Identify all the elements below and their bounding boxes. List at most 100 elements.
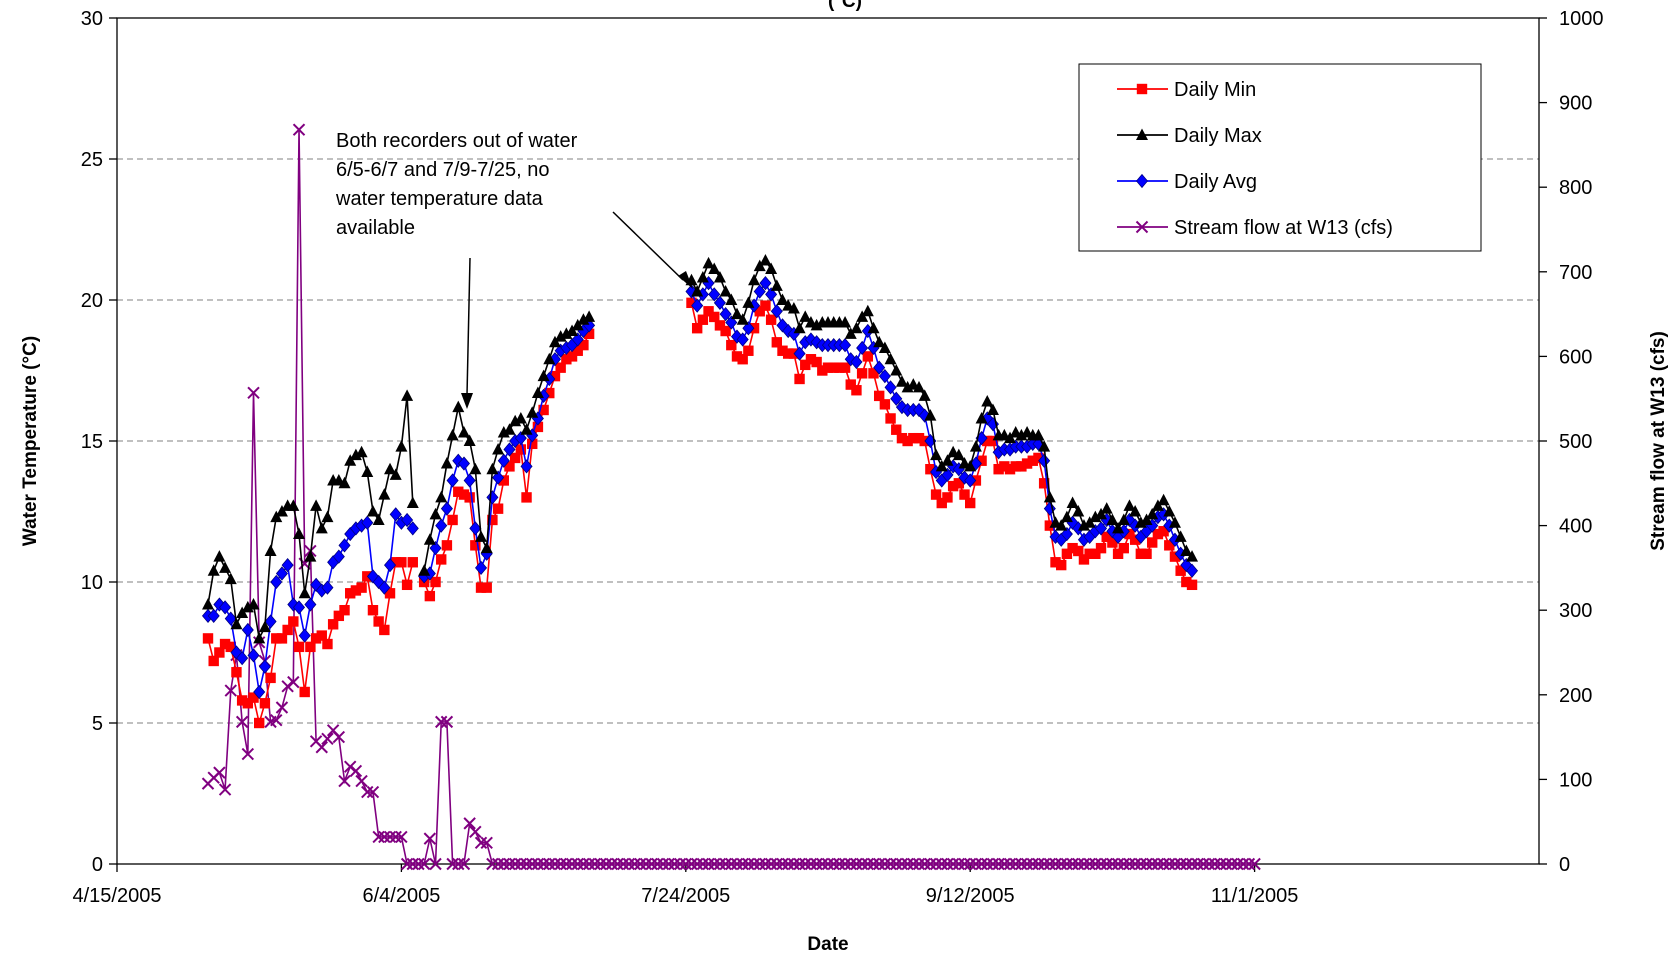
data-point [446,473,459,488]
data-point [1248,857,1261,871]
data-point [873,390,885,402]
data-point [703,306,714,317]
data-point [645,857,658,871]
data-point [1084,548,1095,559]
data-point [1157,857,1170,871]
y2-tick-label: 1000 [1559,8,1604,30]
data-point [737,354,748,365]
data-point [407,557,418,568]
data-point [440,457,453,469]
data-point [1089,857,1102,871]
data-point [247,648,260,663]
data-point [1060,857,1074,871]
data-point [521,492,532,503]
data-point [1129,505,1142,517]
data-point [986,857,1000,871]
data-point [656,857,670,871]
data-point [264,614,277,629]
data-point [446,428,459,441]
series-layer [201,123,1261,871]
data-point [765,314,777,325]
data-point [355,774,368,788]
data-point [890,857,903,871]
data-point [924,409,937,421]
data-point [406,496,419,509]
data-point [208,655,219,667]
y2-tick-label: 800 [1559,177,1592,199]
data-point [293,527,306,540]
data-point [578,339,589,351]
data-point [475,530,488,542]
data-point [856,368,868,379]
annotation-line-3: water temperature data [335,188,544,210]
data-point [1107,537,1118,548]
data-point [1106,857,1119,871]
data-point [1043,490,1056,503]
data-point [1151,857,1165,871]
data-point [1094,857,1108,871]
data-point [555,362,566,373]
data-point [930,489,942,500]
data-point [298,628,311,643]
data-point [759,254,772,266]
data-point [497,857,510,871]
data-point [1123,857,1136,871]
data-point [457,456,470,471]
data-point [474,836,488,850]
data-point [810,857,823,871]
data-point [850,354,863,370]
data-point [941,467,954,482]
data-point [571,332,584,347]
data-point [1095,542,1107,554]
data-point [514,431,527,446]
data-point [1163,857,1176,871]
data-point [373,616,384,627]
data-point [219,638,231,650]
data-point [1004,464,1016,475]
data-point [855,857,869,871]
data-point [850,857,863,871]
annotation-arrowhead-diagonal [678,271,693,289]
data-point [1078,554,1090,565]
data-point [486,490,499,505]
data-point [543,857,556,871]
data-point [747,857,761,871]
data-point [508,857,522,871]
data-point [811,356,822,368]
data-point [719,857,732,871]
data-point [1015,857,1028,871]
data-point [691,323,703,334]
data-point [714,320,726,331]
data-point [958,857,971,871]
data-point [288,616,299,627]
x-tick-label: 6/4/2005 [362,885,440,907]
data-point [396,557,407,568]
data-point [384,462,397,475]
data-point [1100,502,1113,514]
data-point [725,315,738,330]
data-point [1168,516,1181,528]
data-point [406,857,419,871]
data-point [531,386,544,399]
data-point [514,411,527,424]
annotation-line-1: Both recorders out of water [336,130,578,152]
data-point [1214,857,1227,871]
y2-tick-label: 200 [1559,685,1592,707]
data-point [332,730,346,744]
data-point [435,490,448,503]
data-point [1095,521,1108,536]
data-point [486,462,499,475]
data-point [235,715,249,729]
data-point [594,857,607,871]
data-point [1152,528,1164,540]
data-point [1038,453,1051,468]
data-point [321,510,334,523]
legend-label: Daily Max [1174,125,1262,147]
data-point [270,574,283,590]
data-point [833,857,846,871]
data-point [975,411,988,424]
data-point [417,857,431,871]
data-point [941,857,954,871]
data-point [1072,505,1085,517]
data-point [839,316,852,328]
